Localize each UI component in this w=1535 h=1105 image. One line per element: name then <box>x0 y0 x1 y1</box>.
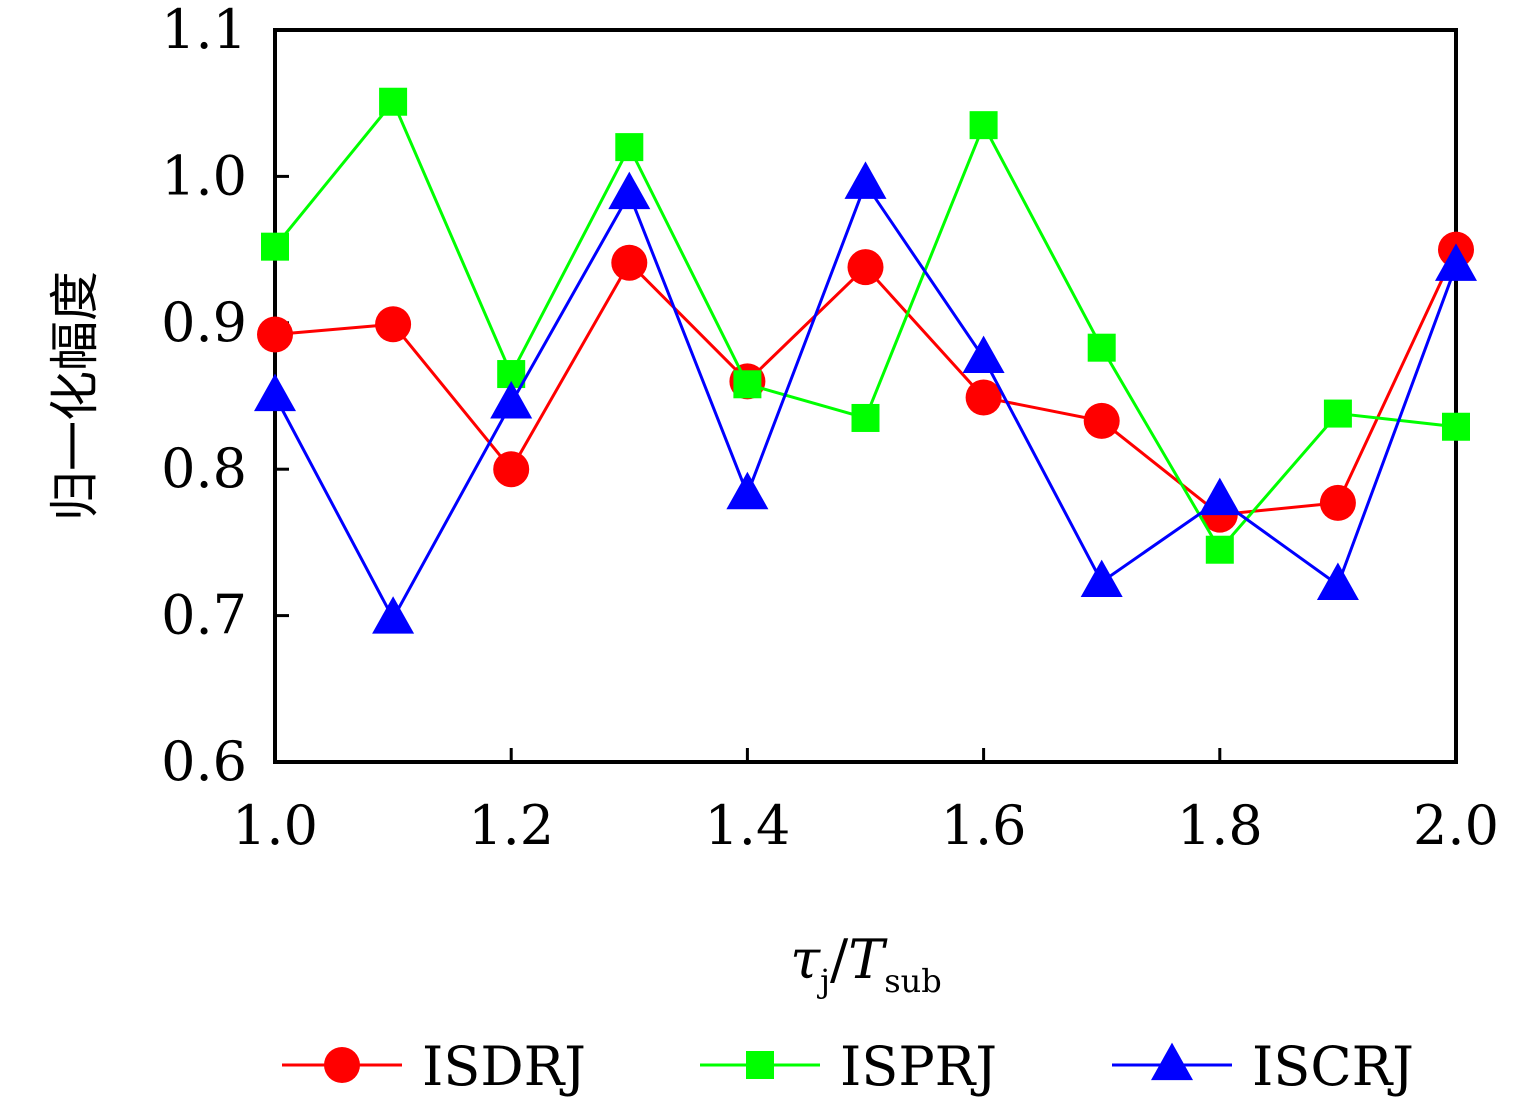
data-point-isdrj <box>257 316 293 353</box>
legend-item-iscrj: ISCRJ <box>1112 1035 1414 1098</box>
data-point-isdrj <box>1083 402 1120 439</box>
data-point-iscrj <box>254 373 296 412</box>
data-point-isdrj <box>847 249 884 286</box>
y-tick-label: 1.1 <box>161 0 247 61</box>
data-point-isprj <box>1323 399 1352 428</box>
data-point-iscrj <box>1198 477 1241 516</box>
x-tick-label: 1.6 <box>941 794 1027 857</box>
y-axis-label: 归一化幅度 <box>46 271 104 521</box>
y-tick-label: 0.8 <box>161 437 247 500</box>
data-point-iscrj <box>608 171 651 210</box>
legend-label: ISPRJ <box>840 1035 997 1098</box>
data-point-isprj <box>261 232 289 261</box>
y-tick-label: 1.0 <box>161 144 247 207</box>
x-axis-label: τj/Tsub <box>790 928 942 1000</box>
data-point-isprj <box>615 133 644 162</box>
legend-marker <box>746 1051 774 1079</box>
x-tick-label: 1.2 <box>468 794 554 857</box>
x-tick-label: 1.8 <box>1177 794 1263 857</box>
data-point-isdrj <box>493 451 530 488</box>
data-point-isdrj <box>375 306 412 343</box>
legend-marker <box>324 1047 360 1083</box>
legend-marker <box>1151 1042 1193 1081</box>
series-line-iscrj <box>273 180 1458 622</box>
series-isprj <box>261 87 1470 564</box>
legend: ISDRJ ISPRJ ISCRJ <box>282 1035 1414 1098</box>
y-tick-label: 0.7 <box>161 584 247 647</box>
data-point-isprj <box>733 370 762 399</box>
data-point-iscrj <box>1080 559 1123 598</box>
data-point-isprj <box>1087 333 1116 362</box>
series-line-isdrj <box>274 248 1458 517</box>
data-point-isprj <box>379 87 408 116</box>
data-point-isdrj <box>611 244 648 281</box>
series-iscrj <box>254 161 1477 634</box>
data-point-iscrj <box>844 161 887 199</box>
data-point-iscrj <box>726 471 769 510</box>
data-point-isdrj <box>1319 484 1356 521</box>
data-point-isprj <box>1442 412 1470 441</box>
x-tick-label: 1.4 <box>704 794 790 857</box>
data-point-isdrj <box>965 379 1002 416</box>
y-tick-label: 0.6 <box>161 730 247 793</box>
series-isdrj <box>257 231 1474 533</box>
data-point-iscrj <box>1316 562 1359 600</box>
legend-item-isdrj: ISDRJ <box>282 1035 586 1098</box>
y-tick-label: 0.9 <box>161 291 247 354</box>
legend-item-isprj: ISPRJ <box>700 1035 997 1098</box>
data-point-iscrj <box>372 596 415 634</box>
x-tick-label: 1.0 <box>232 794 318 857</box>
legend-label: ISCRJ <box>1252 1035 1414 1098</box>
data-point-iscrj <box>962 335 1005 374</box>
data-point-iscrj <box>490 381 533 419</box>
legend-label: ISDRJ <box>422 1035 586 1098</box>
x-tick-label: 2.0 <box>1413 794 1499 857</box>
data-point-isprj <box>851 403 880 432</box>
data-point-iscrj <box>1435 243 1477 281</box>
data-point-isprj <box>969 111 998 140</box>
data-point-isprj <box>1205 535 1234 564</box>
